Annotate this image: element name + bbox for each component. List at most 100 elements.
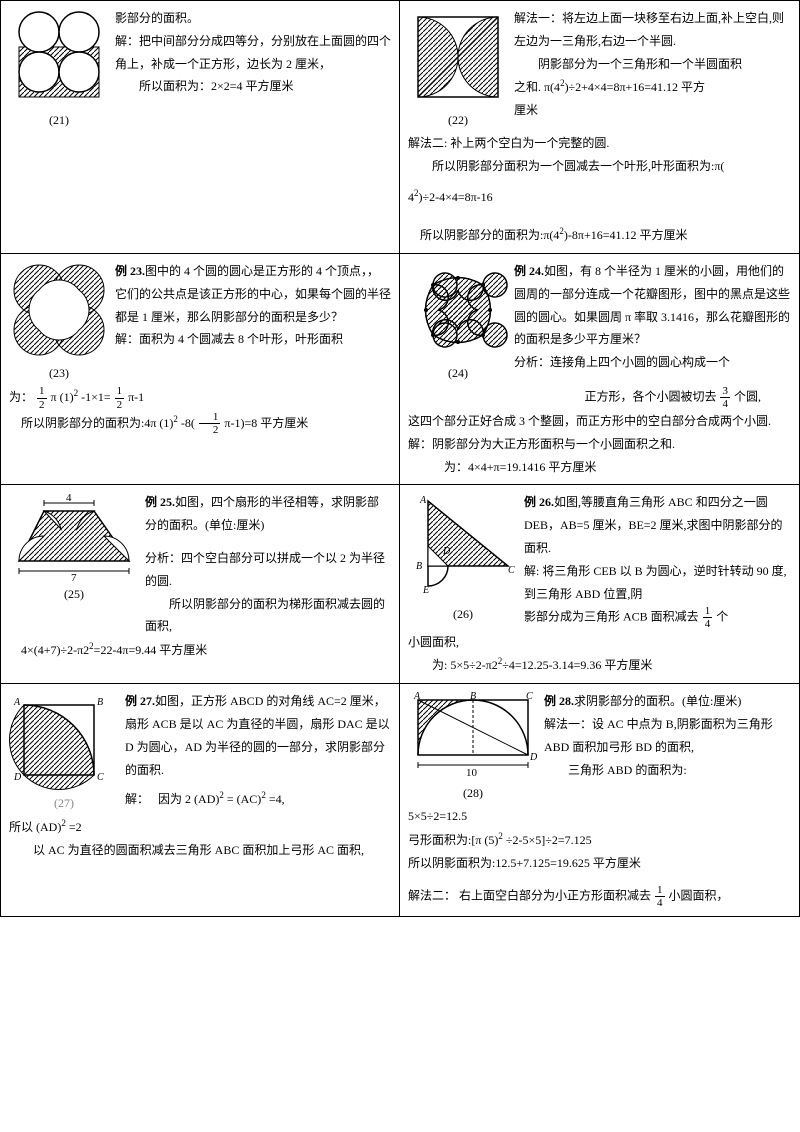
cell-p27: A B C D (27) 例 27.如图，正方形 ABCD 的对角线 AC=2 … (1, 684, 400, 915)
p22-m1-2: 阴影部分为一个三角形和一个半圆面积 (514, 53, 791, 76)
svg-text:D: D (442, 546, 451, 557)
cell-p21: (21) 影部分的面积。 解：把中间部分分成四等分，分别放在上面圆的四个角上，补… (1, 1, 400, 253)
p25-question: 例 25.如图，四个扇形的半径相等，求阴影部分的面积。(单位:厘米) (145, 491, 391, 537)
cell-p26: A B C D E (26) 例 26.如图,等腰直角三角形 ABC 和四分之一… (400, 485, 799, 683)
p26-eq: 为: 5×5÷2-π22÷4=12.25-3.14=9.36 平方厘米 (408, 653, 791, 677)
text-p27: 例 27.如图，正方形 ABCD 的对角线 AC=2 厘米，扇形 ACB 是以 … (125, 690, 391, 811)
svg-text:10: 10 (466, 767, 478, 779)
figure-21: (21) (9, 7, 109, 132)
p22-m1-3: 之和. π(42)÷2+4×4=8π+16=41.12 平方 (514, 75, 791, 99)
figure-22: (22) (408, 7, 508, 132)
caption-21: (21) (9, 109, 109, 132)
p26-sol3: 小圆面积, (408, 631, 791, 654)
worksheet-page: (21) 影部分的面积。 解：把中间部分分成四等分，分别放在上面圆的四个角上，补… (0, 0, 800, 917)
p23-sol-intro: 解：面积为 4 个圆减去 8 个叶形，叶形面积 (115, 328, 391, 351)
frac-half: 12 (37, 385, 47, 410)
p28-eq1: 5×5÷2=12.5 (408, 805, 791, 828)
p28-sol1: 解法一：设 AC 中点为 B,阴影面积为三角形 ABD 面积加弓形 BD 的面积… (544, 713, 791, 759)
text-p21: 影部分的面积。 解：把中间部分分成四等分，分别放在上面圆的四个角上，补成一个正方… (115, 7, 391, 98)
svg-text:A: A (419, 495, 427, 506)
frac-14: 14 (703, 605, 713, 630)
caption-25: (25) (9, 583, 139, 606)
svg-text:B: B (416, 561, 422, 572)
p24-question: 例 24.如图，有 8 个半径为 1 厘米的小圆，用他们的圆周的一部分连成一个花… (514, 260, 791, 351)
caption-22: (22) (408, 109, 508, 132)
p25-sol1: 所以阴影部分的面积为梯形面积减去圆的面积, (145, 593, 391, 639)
figure-23: (23) (9, 260, 109, 385)
cell-p23: (23) 例 23.图中的 4 个圆的圆心是正方形的 4 个顶点，，它们的公共点… (1, 254, 400, 484)
figure-28: A B C D 10 (28) (408, 690, 538, 805)
row-25-26: 4 7 (25) 例 25.如图，四个扇形的半径相等，求阴影部分的面积。(单位:… (1, 485, 799, 684)
label-4: 4 (66, 492, 72, 504)
p26-sol1: 解: 将三角形 CEB 以 B 为圆心，逆时针转动 90 度,到三角形 ABD … (524, 560, 791, 606)
p22-m1: 解法一：将左边上面一块移至右边上面,补上空白,则左边为一三角形,右边一个半圆. (514, 7, 791, 53)
svg-text:A: A (13, 697, 21, 708)
p24-sol2: 为：4×4+π=19.1416 平方厘米 (408, 456, 791, 479)
p24-sol: 解：阴影部分为大正方形面积与一个小圆面积之和. (408, 433, 791, 456)
figure-24: (24) (408, 260, 508, 385)
text-p22: 解法一：将左边上面一块移至右边上面,补上空白,则左边为一三角形,右边一个半圆. … (514, 7, 791, 122)
label-7: 7 (71, 572, 77, 581)
p22-m2-2: 所以阴影部分面积为一个圆减去一个叶形,叶形面积为:π( (408, 155, 791, 178)
p22-m1-unit: 厘米 (514, 99, 791, 122)
p21-intro: 影部分的面积。 (115, 7, 391, 30)
caption-24: (24) (408, 362, 508, 385)
p26-sol2: 影部分成为三角形 ACB 面积减去 14 个 (524, 605, 791, 630)
p27-sol3: 以 AC 为直径的圆面积减去三角形 ABC 面积加上弓形 AC 面积, (9, 839, 391, 862)
cell-p24: (24) 例 24.如图，有 8 个半径为 1 厘米的小圆，用他们的圆周的一部分… (400, 254, 799, 484)
svg-text:C: C (526, 691, 533, 702)
text-p25: 例 25.如图，四个扇形的半径相等，求阴影部分的面积。(单位:厘米) 分析：四个… (145, 491, 391, 638)
p24-an3: 这四个部分正好合成 3 个整圆，而正方形中的空白部分合成两个小圆. (408, 410, 791, 433)
p25-eq: 4×(4+7)÷2-π22=22-4π=9.44 平方厘米 (9, 638, 391, 662)
p27-sol2: 所以 (AD)2 =2 (9, 815, 391, 839)
p28-question: 例 28.求阴影部分的面积。(单位:厘米) (544, 690, 791, 713)
p27-sol1: 解： 因为 2 (AD)2 = (AC)2 =4, (125, 787, 391, 811)
p24-analysis: 分析：连接角上四个小圆的圆心构成一个 (514, 351, 791, 374)
frac-half-3: 12 (199, 411, 221, 436)
caption-28: (28) (408, 782, 538, 805)
text-p24: 例 24.如图，有 8 个半径为 1 厘米的小圆，用他们的圆周的一部分连成一个花… (514, 260, 791, 374)
frac-14-2: 14 (655, 884, 665, 909)
svg-text:C: C (97, 772, 104, 783)
frac-half-2: 12 (115, 385, 125, 410)
figure-25: 4 7 (25) (9, 491, 139, 606)
frac-34: 34 (720, 385, 730, 410)
svg-text:B: B (97, 697, 103, 708)
cell-p25: 4 7 (25) 例 25.如图，四个扇形的半径相等，求阴影部分的面积。(单位:… (1, 485, 400, 683)
p21-step2: 所以面积为：2×2=4 平方厘米 (115, 75, 391, 98)
text-p28: 例 28.求阴影部分的面积。(单位:厘米) 解法一：设 AC 中点为 B,阴影面… (544, 690, 791, 781)
p22-m2-eq1: 42)÷2-4×4=8π-16 (408, 185, 791, 209)
svg-text:A: A (413, 691, 421, 702)
figure-27: A B C D (27) (9, 690, 119, 815)
row-27-28: A B C D (27) 例 27.如图，正方形 ABCD 的对角线 AC=2 … (1, 684, 799, 915)
figure-26: A B C D E (26) (408, 491, 518, 626)
row-23-24: (23) 例 23.图中的 4 个圆的圆心是正方形的 4 个顶点，，它们的公共点… (1, 254, 799, 485)
p28-final: 所以阴影面积为:12.5+7.125=19.625 平方厘米 (408, 852, 791, 875)
p28-sol1-2: 三角形 ABD 的面积为: (544, 759, 791, 782)
cell-p22: (22) 解法一：将左边上面一块移至右边上面,补上空白,则左边为一三角形,右边一… (400, 1, 799, 253)
p22-m2-final: 所以阴影部分的面积为:π(42)-8π+16=41.12 平方厘米 (408, 223, 791, 247)
svg-text:E: E (422, 585, 429, 596)
caption-23: (23) (9, 362, 109, 385)
cell-p28: A B C D 10 (28) 例 28.求阴影部分的面积。(单位:厘米) 解法… (400, 684, 799, 915)
p27-question: 例 27.如图，正方形 ABCD 的对角线 AC=2 厘米，扇形 ACB 是以 … (125, 690, 391, 781)
p26-question: 例 26.如图,等腰直角三角形 ABC 和四分之一圆 DEB，AB=5 厘米，B… (524, 491, 791, 559)
p25-an: 分析：四个空白部分可以拼成一个以 2 为半径的圆. (145, 547, 391, 593)
svg-text:D: D (13, 772, 22, 783)
p23-final: 所以阴影部分的面积为:4π (1)2 -8( 12 π-1)=8 平方厘米 (9, 411, 391, 437)
text-p26: 例 26.如图,等腰直角三角形 ABC 和四分之一圆 DEB，AB=5 厘米，B… (524, 491, 791, 630)
svg-text:C: C (508, 565, 515, 576)
p21-step1: 解：把中间部分分成四等分，分别放在上面圆的四个角上，补成一个正方形，边长为 2 … (115, 30, 391, 76)
p23-question: 例 23.图中的 4 个圆的圆心是正方形的 4 个顶点，，它们的公共点是该正方形… (115, 260, 391, 328)
caption-26: (26) (408, 603, 518, 626)
caption-27: (27) (9, 792, 119, 815)
svg-text:D: D (529, 752, 538, 763)
row-21-22: (21) 影部分的面积。 解：把中间部分分成四等分，分别放在上面圆的四个角上，补… (1, 1, 799, 254)
svg-text:B: B (470, 691, 476, 702)
p28-sol1-3: 弓形面积为:[π (5)2 ÷2-5×5]÷2=7.125 (408, 828, 791, 852)
p28-sol2: 解法二： 右上面空白部分为小正方形面积减去 14 小圆面积， (408, 884, 791, 909)
p24-an2: 正方形，各个小圆被切去 34 个圆, (408, 385, 791, 410)
p23-eq1: 为： 12 π (1)2 -1×1= 12 π-1 (9, 385, 391, 411)
text-p23: 例 23.图中的 4 个圆的圆心是正方形的 4 个顶点，，它们的公共点是该正方形… (115, 260, 391, 351)
p22-m2: 解法二: 补上两个空白为一个完整的圆. (408, 132, 791, 155)
